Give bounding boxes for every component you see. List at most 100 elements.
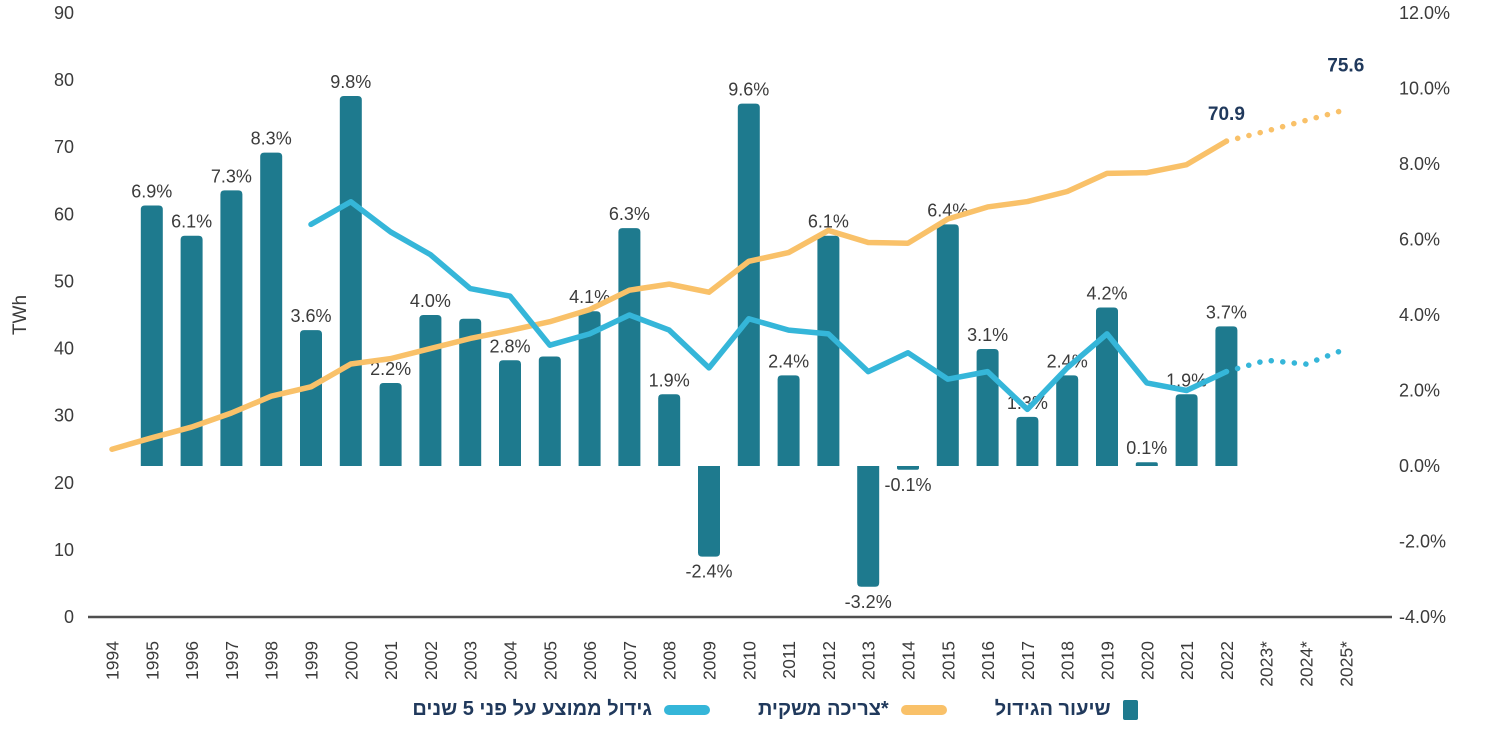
year-label: 2009 — [700, 641, 720, 680]
bar — [698, 466, 720, 557]
left-tick-label: 10 — [54, 540, 74, 560]
year-label: 2006 — [580, 641, 600, 680]
legend-swatch-avg-growth-line — [663, 704, 710, 715]
bar-label: 3.1% — [967, 325, 1008, 345]
right-tick-label: 8.0% — [1399, 154, 1440, 174]
bar-label: 9.8% — [330, 72, 371, 92]
left-tick-label: 70 — [54, 137, 74, 157]
bar-label: 6.9% — [131, 182, 172, 202]
bar — [777, 375, 800, 466]
bar — [658, 394, 681, 466]
year-label: 2020 — [1137, 641, 1157, 680]
bar-label: 7.3% — [211, 166, 252, 186]
year-label: 1996 — [182, 641, 202, 680]
legend-item-avg-growth-5y: גידול ממוצע על פני 5 שנים — [412, 698, 710, 721]
bar-label: 2.4% — [768, 351, 809, 371]
left-tick-label: 40 — [54, 339, 74, 359]
bar-label: 2.8% — [489, 336, 530, 356]
bar — [180, 235, 203, 466]
year-label: 1995 — [142, 641, 162, 680]
year-label: 1997 — [222, 641, 242, 680]
year-label: 2014 — [899, 641, 919, 680]
combo-chart-canvas: 9080706050403020100TWh12.0%10.0%8.0%6.0%… — [10, 3, 1450, 687]
year-label: 2024* — [1297, 641, 1317, 687]
bar-label: 4.2% — [1086, 283, 1127, 303]
year-label: 2004 — [501, 641, 521, 680]
annotation-label: 70.9 — [1208, 104, 1245, 125]
year-label: 2019 — [1098, 641, 1118, 680]
legend-item-consumption: צריכה משקית* — [758, 698, 947, 721]
consumption-solid — [109, 138, 1230, 452]
year-label: 2021 — [1177, 641, 1197, 680]
legend-swatch-growth-bar — [1122, 699, 1138, 720]
bar — [538, 356, 561, 466]
avg-growth-5y-forecast-dotted — [1223, 346, 1349, 375]
avg-growth-5y-line — [308, 199, 1349, 413]
legend-swatch-consumption-line — [900, 704, 947, 715]
bar — [1215, 326, 1238, 466]
left-axis-title: TWh — [10, 295, 31, 335]
bar — [220, 190, 243, 467]
bar — [578, 311, 601, 466]
bar — [140, 205, 163, 466]
bar-label: 1.9% — [649, 370, 690, 390]
bar-label: 8.3% — [251, 129, 292, 149]
year-label: 2023* — [1257, 641, 1277, 687]
left-tick-label: 60 — [54, 204, 74, 224]
growth-rate-bars — [140, 96, 1238, 587]
bar-label: -0.1% — [884, 475, 931, 495]
bar — [499, 360, 521, 466]
bar — [618, 228, 641, 466]
consumption-line — [109, 106, 1349, 452]
bar-label: 9.6% — [728, 80, 769, 100]
year-label: 2016 — [978, 641, 998, 680]
chart-legend: גידול ממוצע על פני 5 שנים צריכה משקית* ש… — [0, 698, 1510, 721]
year-label: 2025* — [1336, 641, 1356, 687]
bar — [459, 318, 482, 466]
consumption-forecast-dotted — [1223, 106, 1349, 144]
avg-growth-5y-solid — [308, 199, 1230, 413]
year-label: 2003 — [461, 641, 481, 680]
year-label: 1999 — [302, 641, 322, 680]
year-label: 2015 — [938, 641, 958, 680]
year-label: 2001 — [381, 641, 401, 680]
bar — [817, 235, 840, 466]
right-tick-label: 4.0% — [1399, 305, 1440, 325]
legend-label-avg-growth-5y: גידול ממוצע על פני 5 שנים — [412, 698, 652, 720]
year-label: 1998 — [262, 641, 282, 680]
bar — [300, 330, 322, 466]
year-label: 2017 — [1018, 641, 1038, 680]
bar-label: 6.1% — [171, 212, 212, 232]
bar — [1096, 307, 1118, 466]
left-tick-label: 90 — [54, 3, 74, 23]
bar — [857, 466, 880, 587]
right-tick-label: 12.0% — [1399, 3, 1450, 23]
left-tick-label: 30 — [54, 406, 74, 426]
bar-value-labels: 6.9%6.1%7.3%8.3%3.6%9.8%2.2%4.0%2.8%4.1%… — [131, 72, 1247, 612]
bar-label: 2.2% — [370, 359, 411, 379]
bar-label: 0.1% — [1126, 438, 1167, 458]
bar — [976, 348, 999, 466]
year-label: 2005 — [540, 641, 560, 680]
left-tick-label: 20 — [54, 473, 74, 493]
year-label: 2002 — [421, 641, 441, 680]
bar-label: -2.4% — [685, 562, 732, 582]
legend-label-growth-rate: שיעור הגידול — [994, 698, 1111, 720]
year-label: 2010 — [739, 641, 759, 680]
right-axis-ticks: 12.0% 10.0% 8.0% 6.0% 4.0% 2.0% 0.0% -2.0% -4.0% — [1399, 3, 1450, 627]
right-tick-label: -2.0% — [1399, 532, 1446, 552]
year-label: 2012 — [819, 641, 839, 680]
year-label: 2022 — [1217, 641, 1237, 680]
bar-label: 6.1% — [808, 212, 849, 232]
left-axis-ticks: 90 80 70 60 50 40 30 20 10 0 — [54, 3, 74, 627]
bar — [897, 466, 919, 470]
bar — [936, 224, 959, 466]
line-annotations: 70.9 75.6 — [1208, 56, 1364, 126]
bar-label: -3.2% — [845, 592, 892, 612]
bar — [1056, 375, 1079, 466]
bar — [1016, 416, 1039, 466]
right-tick-label: 0.0% — [1399, 456, 1440, 476]
legend-item-growth-rate: שיעור הגידול — [995, 698, 1138, 721]
right-tick-label: -4.0% — [1399, 607, 1446, 627]
